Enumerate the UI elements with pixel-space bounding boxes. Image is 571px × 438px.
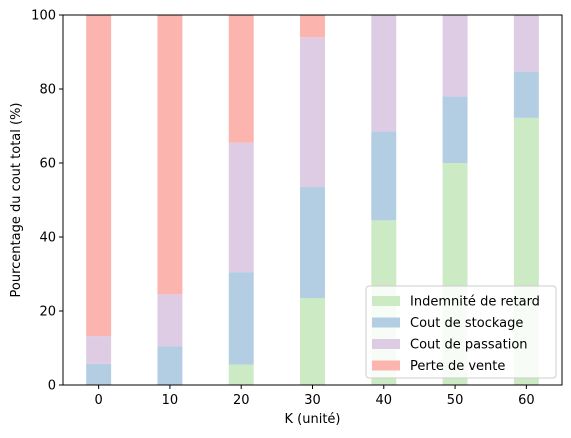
bar-segment-60-series-2 — [513, 15, 539, 72]
bar-segment-0-series-1 — [86, 363, 112, 385]
x-tick-label: 40 — [376, 393, 393, 408]
y-tick-label: 20 — [39, 305, 56, 320]
bar-segment-0-series-3 — [86, 15, 112, 337]
y-axis: 0 20 40 60 80 100 — [31, 9, 63, 394]
legend-box — [365, 285, 557, 379]
x-tick-label: 20 — [233, 393, 250, 408]
bar-segment-0-series-2 — [86, 336, 112, 364]
x-axis: 0 10 20 30 40 50 60 — [95, 385, 535, 408]
bar-segment-10-series-3 — [157, 15, 183, 295]
x-tick-label: 60 — [518, 393, 535, 408]
bar-segment-60-series-1 — [513, 71, 539, 118]
y-tick-label: 100 — [31, 9, 56, 24]
bar-segment-30-series-0 — [300, 298, 325, 385]
legend-entry-label: Indemnité de retard — [410, 295, 540, 310]
legend-swatch — [372, 339, 400, 349]
x-tick-label: 50 — [447, 393, 464, 408]
bar-segment-10-series-2 — [157, 294, 183, 347]
bar-segment-40-series-2 — [371, 15, 397, 132]
legend: Indemnité de retard Cout de stockage Cout … — [365, 285, 557, 379]
bar-segment-40-series-1 — [371, 131, 397, 221]
bar-segment-50-series-1 — [442, 96, 468, 163]
bar-segment-30-series-1 — [300, 187, 325, 299]
legend-entry-label: Perte de vente — [410, 359, 505, 374]
y-axis-label: Pourcentage du cout total (%) — [9, 102, 24, 297]
y-tick-label: 40 — [39, 231, 56, 246]
y-tick-label: 0 — [48, 379, 56, 394]
bar-segment-10-series-1 — [157, 346, 183, 385]
bar-segment-20-series-3 — [228, 15, 254, 143]
x-tick-label: 0 — [95, 393, 103, 408]
bar-segment-20-series-0 — [228, 364, 254, 385]
legend-swatch — [372, 296, 400, 306]
bar-segment-30-series-2 — [300, 37, 325, 188]
legend-swatch — [372, 317, 400, 328]
legend-entry-label: Cout de stockage — [410, 316, 523, 331]
y-tick-label: 60 — [39, 157, 56, 172]
bar-segment-20-series-2 — [228, 142, 254, 273]
y-tick-label: 80 — [39, 83, 56, 98]
legend-swatch — [372, 360, 400, 371]
x-tick-label: 10 — [162, 393, 179, 408]
bar-segment-20-series-1 — [228, 272, 254, 365]
legend-entry-label: Cout de passation — [410, 338, 528, 353]
x-axis-label: K (unité) — [285, 412, 341, 427]
x-tick-label: 30 — [304, 393, 321, 408]
bar-segment-50-series-2 — [442, 15, 468, 97]
bar-segment-30-series-3 — [300, 15, 325, 38]
